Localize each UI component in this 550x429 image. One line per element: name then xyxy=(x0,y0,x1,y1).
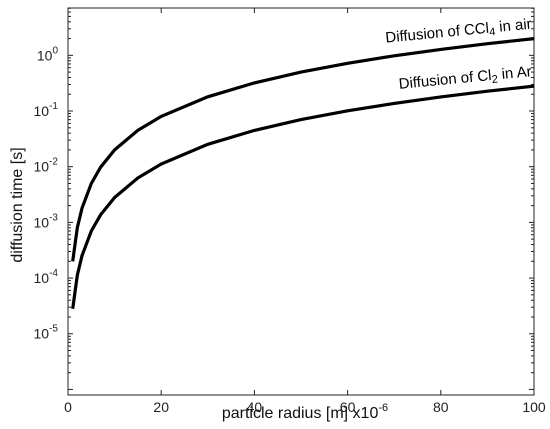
series-label-2: Diffusion of Cl2 in Ar xyxy=(398,63,533,95)
y-tick-label: 10-1 xyxy=(34,101,59,119)
plot-frame xyxy=(67,7,535,396)
x-tick-label: 0 xyxy=(64,399,72,415)
x-tick-label: 40 xyxy=(247,399,263,415)
series-curves xyxy=(71,37,535,310)
x-tick-label: 20 xyxy=(153,399,169,415)
y-tick-label: 10-2 xyxy=(34,157,59,175)
y-tick-label: 10-5 xyxy=(34,324,59,342)
series-line-1 xyxy=(71,37,535,262)
x-axis-ticks: 0 20 40 60 80 100 xyxy=(64,8,546,415)
series-label-1: Diffusion of CCl4 in air xyxy=(385,16,533,49)
y-tick-label: 100 xyxy=(37,45,59,63)
y-axis-ticks: 10-5 10-4 10-3 10-2 10-1 100 xyxy=(34,7,534,390)
x-tick-label: 60 xyxy=(340,399,356,415)
y-tick-label: 10-3 xyxy=(34,212,59,230)
x-axis-label: particle radius [m] x10-6 xyxy=(222,402,388,422)
x-tick-label: 80 xyxy=(433,399,449,415)
x-tick-label: 100 xyxy=(522,399,546,415)
y-tick-label: 10-4 xyxy=(34,268,59,286)
series-line-2 xyxy=(71,84,535,310)
y-axis-label: diffusion time [s] xyxy=(9,147,26,262)
